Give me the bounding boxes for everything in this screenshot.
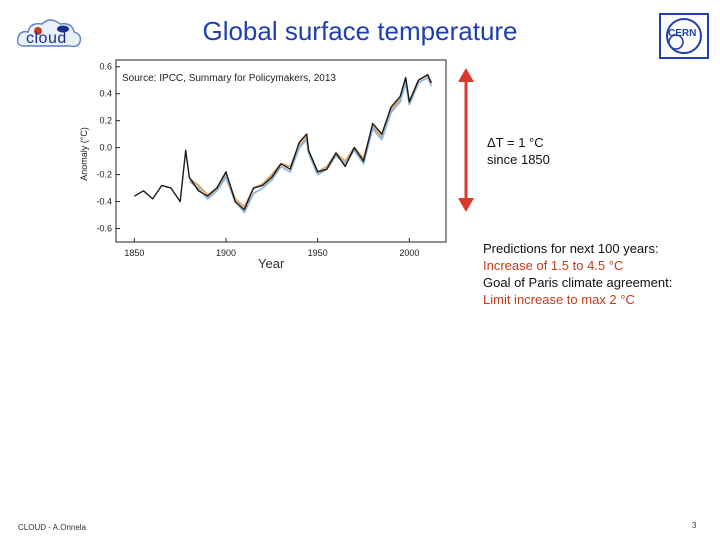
note-line-3: Goal of Paris climate agreement: xyxy=(483,275,673,290)
slide-title: Global surface temperature xyxy=(202,16,518,46)
series-line-0 xyxy=(133,74,432,211)
chart-source-note: Source: IPCC, Summary for Policymakers, … xyxy=(122,73,336,84)
temperature-chart: Source: IPCC, Summary for Policymakers, … xyxy=(79,59,447,258)
x-tick-label: 2000 xyxy=(399,248,419,258)
y-tick-label: 0.2 xyxy=(99,116,112,126)
cern-logo-text: CERN xyxy=(668,28,697,39)
y-tick-label: 0.4 xyxy=(99,89,112,99)
cloud-logo-text: cloud xyxy=(26,30,67,47)
y-tick-label: -0.4 xyxy=(96,197,112,207)
y-axis-label: Anomaly (°C) xyxy=(79,127,89,181)
y-tick-label: 0.6 xyxy=(99,62,112,72)
x-tick-label: 1900 xyxy=(216,248,236,258)
page-number: 3 xyxy=(692,521,697,530)
footer-author: CLOUD - A.Onnela xyxy=(18,523,87,532)
y-tick-label: 0.0 xyxy=(99,143,112,153)
delta-arrow-icon xyxy=(458,68,474,212)
cloud-logo-icon xyxy=(16,19,82,48)
x-axis-label: Year xyxy=(258,256,285,271)
cern-logo-icon xyxy=(659,13,709,59)
plot-frame xyxy=(115,59,447,243)
x-tick-label: 1950 xyxy=(308,248,328,258)
note-line-1: Predictions for next 100 years: xyxy=(483,241,659,256)
note-line-4: Limit increase to max 2 °C xyxy=(483,292,635,307)
delta-annotation: ΔT = 1 °C since 1850 xyxy=(487,134,550,168)
delta-since: since 1850 xyxy=(487,152,550,167)
y-tick-label: -0.2 xyxy=(96,170,112,180)
note-line-2: Increase of 1.5 to 4.5 °C xyxy=(483,258,624,273)
y-tick-label: -0.6 xyxy=(96,224,112,234)
predictions-notes: Predictions for next 100 years: Increase… xyxy=(483,240,672,308)
x-tick-label: 1850 xyxy=(124,248,144,258)
delta-value: ΔT = 1 °C xyxy=(487,135,544,150)
